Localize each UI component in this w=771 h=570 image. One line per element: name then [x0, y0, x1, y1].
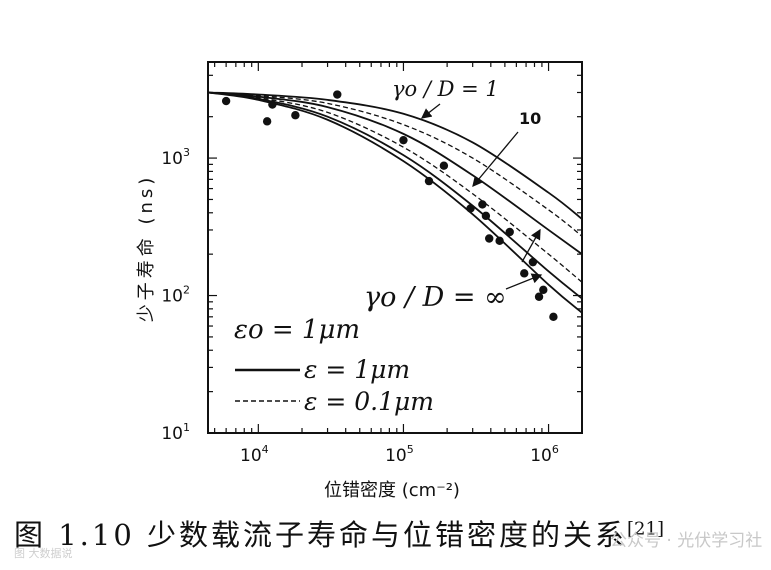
x-axis-label: 位错密度 (cm⁻²) — [324, 480, 460, 501]
series-curve-1 — [207, 91, 583, 220]
annotation-gamma-d-1: γo / D = 1 — [392, 77, 499, 101]
x-tick-label: 106 — [530, 443, 559, 466]
arrow-gd1 — [420, 103, 441, 119]
data-point — [520, 269, 529, 278]
data-point — [539, 285, 548, 295]
y-axis-label: 少子寿命 (ns) — [136, 174, 157, 323]
watermark-left: 图 大数据说 — [14, 547, 73, 560]
annotation-eps-o: εo = 1μm — [234, 315, 360, 345]
data-point — [495, 236, 504, 246]
data-point — [439, 161, 449, 170]
series-curve-3 — [207, 91, 583, 255]
data-point — [534, 292, 544, 301]
x-tick-label: 104 — [240, 443, 269, 466]
legend-solid-label: ε = 1μm — [304, 355, 410, 384]
data-point — [549, 312, 558, 322]
caption-text: 图 1.10 少数载流子寿命与位错密度的关系 — [14, 518, 628, 552]
data-point — [528, 257, 538, 267]
data-point — [291, 111, 300, 120]
tick-labels: 104 105 106 101 102 103 — [161, 146, 559, 466]
legend-dashed-label: ε = 0.1μm — [304, 387, 434, 416]
axis-ticks — [208, 61, 582, 434]
data-point — [505, 227, 514, 237]
series-curve-4 — [207, 91, 583, 283]
data-point — [268, 100, 277, 109]
data-point — [466, 204, 475, 213]
arrow-inf-b — [521, 228, 541, 263]
data-point — [262, 117, 272, 126]
arrow-ten — [472, 131, 519, 187]
annotation-gamma-d-inf: γo / D = ∞ — [364, 282, 507, 313]
y-tick-label: 102 — [161, 284, 190, 307]
data-point — [333, 90, 342, 99]
data-point — [485, 234, 494, 243]
curves — [207, 91, 583, 314]
annotation-ten: 10 — [519, 109, 541, 128]
data-point — [221, 96, 231, 106]
watermark-right: 公众号 · 光伏学习社 — [610, 531, 763, 551]
series-curve-6 — [207, 91, 583, 314]
chart: 104 105 106 101 102 103 位错密度 (cm⁻²) 少子寿命 (ns)… — [136, 61, 583, 501]
x-tick-label: 105 — [385, 443, 414, 466]
data-point — [399, 135, 408, 145]
y-tick-label: 103 — [161, 146, 190, 169]
series-curve-2 — [207, 91, 583, 237]
plot-frame — [207, 61, 583, 434]
figure-caption: 图 1.10 少数载流子寿命与位错密度的关系[21] — [14, 512, 664, 554]
data-point — [424, 176, 434, 186]
caption-reference: [21] — [627, 518, 664, 540]
data-points — [221, 90, 558, 322]
legend: ε = 1μm ε = 0.1μm — [235, 355, 434, 416]
series-curve-5 — [207, 91, 583, 300]
data-point — [481, 211, 491, 221]
y-tick-label: 101 — [161, 421, 190, 444]
data-point — [478, 200, 487, 209]
arrow-inf-a — [505, 273, 543, 290]
